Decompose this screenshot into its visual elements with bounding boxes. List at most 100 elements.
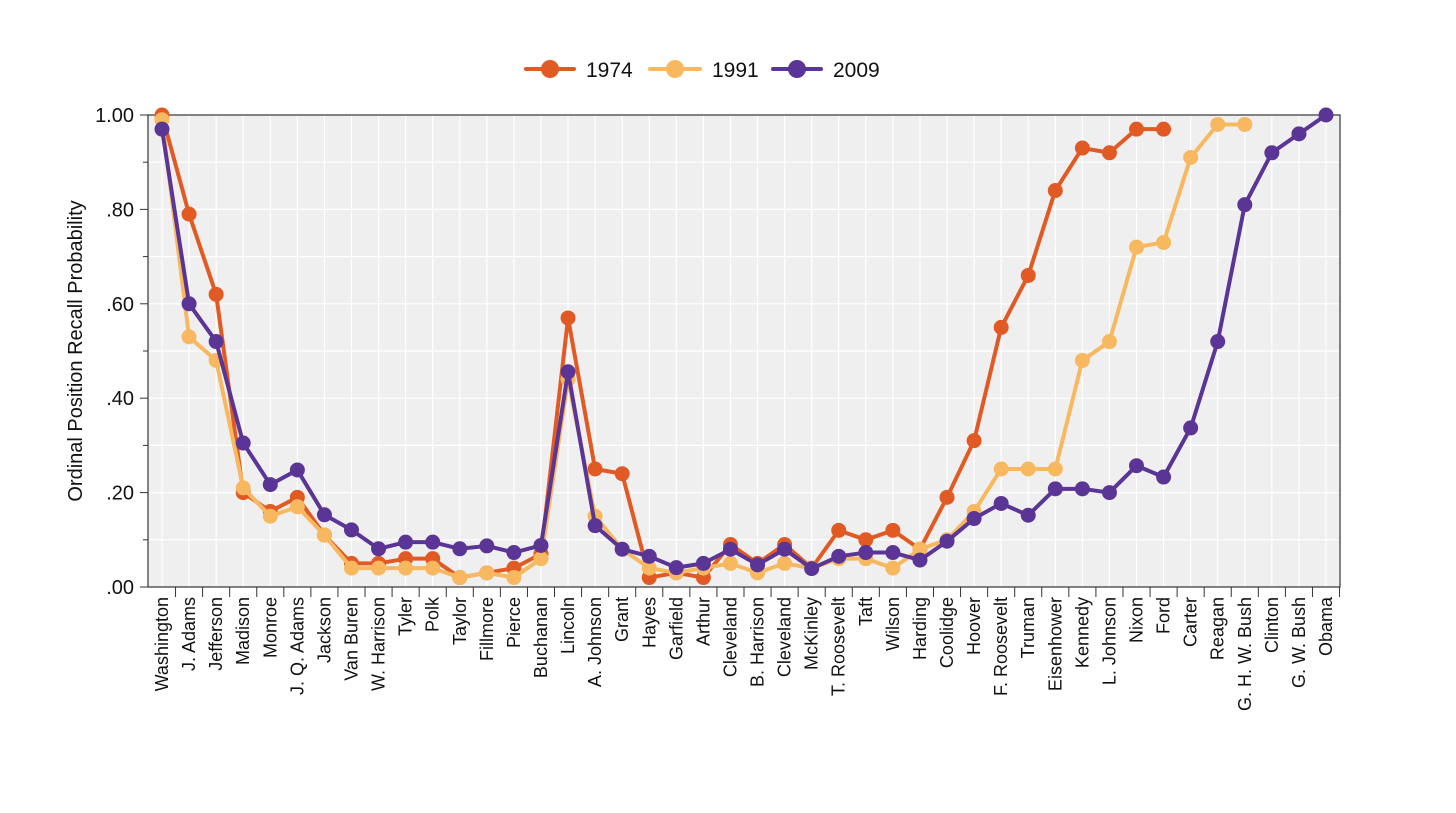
- data-point-2009: [452, 541, 468, 557]
- x-tick-label: Ford: [1154, 597, 1174, 634]
- data-point-2009: [993, 495, 1009, 511]
- data-point-2009: [587, 518, 603, 534]
- data-point-1991: [1047, 461, 1063, 477]
- legend-label: 1974: [586, 59, 633, 82]
- data-point-2009: [479, 538, 495, 554]
- data-point-2009: [885, 545, 901, 561]
- data-point-2009: [1183, 420, 1199, 436]
- x-tick-label: Obama: [1316, 596, 1336, 656]
- data-point-1991: [343, 560, 359, 576]
- x-tick-label: Van Buren: [341, 597, 361, 681]
- legend-label: 1991: [712, 59, 759, 82]
- data-point-1991: [452, 570, 468, 586]
- x-tick-label: Taylor: [450, 597, 470, 645]
- data-point-2009: [912, 552, 928, 568]
- data-point-2009: [1129, 458, 1145, 474]
- data-point-1974: [1156, 121, 1172, 137]
- x-tick-label: Taft: [856, 597, 876, 626]
- data-point-1991: [912, 541, 928, 557]
- data-point-2009: [966, 511, 982, 527]
- data-point-2009: [371, 541, 387, 557]
- data-point-2009: [343, 522, 359, 538]
- x-tick-label: G. H. W. Bush: [1235, 597, 1255, 711]
- x-tick-label: Madison: [233, 597, 253, 665]
- data-point-2009: [1210, 334, 1226, 350]
- y-tick-label: .40: [106, 388, 134, 410]
- data-point-2009: [1074, 481, 1090, 497]
- data-point-1974: [966, 433, 982, 449]
- legend: 1974 1991 2009: [524, 59, 880, 82]
- x-tick-label: Arthur: [693, 597, 713, 646]
- data-point-2009: [858, 545, 874, 561]
- data-point-2009: [506, 545, 522, 561]
- data-point-1991: [479, 565, 495, 581]
- y-tick-label: .00: [106, 577, 134, 599]
- data-point-2009: [1020, 507, 1036, 523]
- data-point-1991: [1101, 334, 1117, 350]
- data-point-2009: [668, 560, 684, 576]
- x-tick-label: Harding: [910, 597, 930, 660]
- x-tick-label: Garfield: [666, 597, 686, 660]
- x-tick-label: Carter: [1181, 597, 1201, 647]
- data-point-2009: [695, 555, 711, 571]
- data-point-2009: [939, 533, 955, 549]
- x-tick-label: W. Harrison: [369, 597, 389, 691]
- data-point-1991: [1237, 116, 1253, 132]
- data-point-2009: [1237, 197, 1253, 213]
- data-point-2009: [398, 534, 414, 550]
- x-tick-label: J. Adams: [179, 597, 199, 671]
- y-axis: .00 .20 .40 .60 .80 1.00: [95, 105, 148, 599]
- x-tick-label: Hayes: [639, 597, 659, 648]
- data-point-2009: [235, 435, 251, 451]
- x-tick-label: Washington: [152, 597, 172, 691]
- data-point-1991: [1074, 352, 1090, 368]
- x-tick-label: F. Roosevelt: [991, 597, 1011, 696]
- x-tick-label: Wilson: [883, 597, 903, 651]
- data-point-1991: [262, 508, 278, 524]
- x-tick-label: Truman: [1018, 597, 1038, 658]
- x-tick-label: Cleveland: [775, 597, 795, 677]
- data-point-2009: [804, 561, 820, 577]
- x-axis: Washington J. Adams Jefferson Madison Monroe…: [152, 587, 1341, 711]
- legend-item-1974: 1974: [524, 59, 633, 82]
- data-point-1991: [235, 480, 251, 496]
- legend-item-2009: 2009: [771, 59, 880, 82]
- data-point-1974: [993, 319, 1009, 335]
- data-point-1991: [1020, 461, 1036, 477]
- x-tick-label: Coolidge: [937, 597, 957, 668]
- data-point-1974: [614, 466, 630, 482]
- data-point-1974: [939, 489, 955, 505]
- y-tick-label: 1.00: [95, 105, 134, 127]
- data-point-1974: [1020, 267, 1036, 283]
- x-tick-label: Cleveland: [720, 597, 740, 677]
- legend-item-1991: 1991: [648, 59, 759, 82]
- data-point-1991: [1156, 234, 1172, 250]
- data-point-1974: [1101, 145, 1117, 161]
- x-tick-label: Jackson: [314, 597, 334, 663]
- legend-marker: [788, 60, 806, 78]
- data-point-2009: [181, 296, 197, 312]
- x-tick-label: McKinley: [802, 597, 822, 670]
- data-point-2009: [1047, 481, 1063, 497]
- data-point-2009: [289, 462, 305, 478]
- data-point-1991: [506, 570, 522, 586]
- data-point-1991: [993, 461, 1009, 477]
- x-tick-label: Jefferson: [206, 597, 226, 671]
- data-point-2009: [1291, 126, 1307, 142]
- data-point-1991: [398, 560, 414, 576]
- data-point-2009: [533, 537, 549, 553]
- data-point-2009: [641, 548, 657, 564]
- series-layer: [154, 107, 1334, 586]
- x-tick-label: G. W. Bush: [1289, 597, 1309, 688]
- x-tick-label: Hoover: [964, 597, 984, 655]
- x-tick-label: A. Johnson: [585, 597, 605, 687]
- x-tick-label: Monroe: [260, 597, 280, 658]
- data-point-2009: [750, 557, 766, 573]
- data-point-2009: [1318, 107, 1334, 123]
- x-tick-label: Tyler: [396, 597, 416, 636]
- x-tick-label: Polk: [423, 596, 443, 632]
- y-axis-title: Ordinal Position Recall Probability: [65, 200, 87, 501]
- x-tick-label: Nixon: [1127, 597, 1147, 643]
- x-tick-label: L. Johnson: [1099, 597, 1119, 685]
